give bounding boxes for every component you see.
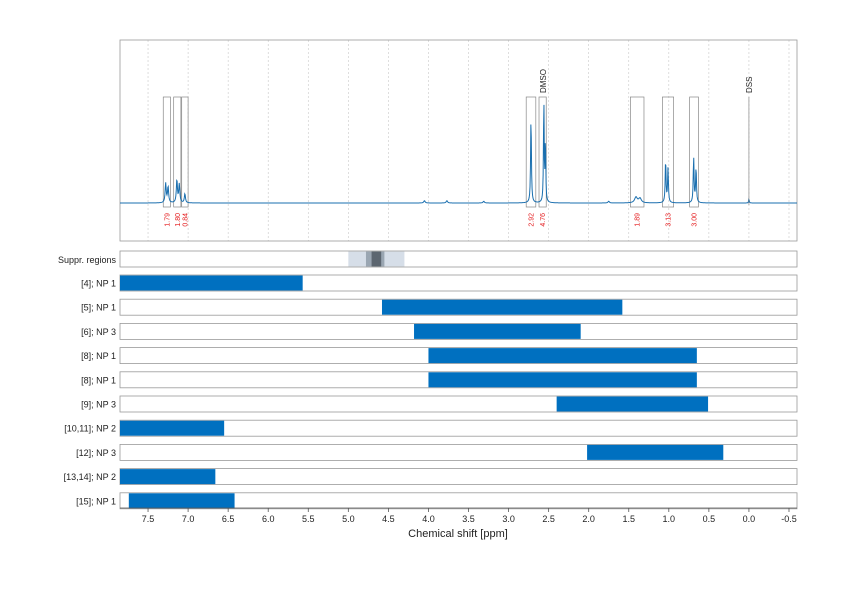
range-bar xyxy=(556,396,709,412)
reference-peak-labels: DMSO DSS xyxy=(539,69,754,205)
range-bar xyxy=(587,444,724,460)
peak-box xyxy=(525,96,537,208)
grid-lines xyxy=(147,40,790,241)
x-tick-label: 7.0 xyxy=(182,514,195,524)
peak-box xyxy=(662,96,674,208)
peak-box xyxy=(689,96,699,208)
x-tick-label: 2.0 xyxy=(582,514,595,524)
integral-labels: 1.79 1.80 0.84 2.92 4.76 1.89 3.13 3.00 xyxy=(164,213,698,227)
suppression-regions-row: Suppr. regions xyxy=(58,250,798,268)
range-row-label: [10,11]; NP 2 xyxy=(64,424,116,434)
range-row-frame xyxy=(119,468,798,486)
range-row-label: [9]; NP 3 xyxy=(81,400,116,410)
range-row-label: [13,14]; NP 2 xyxy=(64,472,116,482)
range-bar xyxy=(120,420,225,436)
x-tick-label: 0.0 xyxy=(743,514,756,524)
range-rows: [4]; NP 1 [5]; NP 1 [6]; NP 3 [8]; NP 1 [8];… xyxy=(64,274,798,510)
peak-integration-boxes xyxy=(162,96,699,208)
range-row-frame xyxy=(119,492,798,510)
x-tick-label: 6.5 xyxy=(222,514,235,524)
range-row-label: [8]; NP 1 xyxy=(81,351,116,361)
spectrum-panel-frame xyxy=(119,39,798,242)
x-tick-label: 0.5 xyxy=(703,514,716,524)
x-tick-label: 3.5 xyxy=(462,514,475,524)
x-tick-label: 7.5 xyxy=(142,514,155,524)
integral-label: 1.80 xyxy=(175,213,182,227)
reference-label: DMSO xyxy=(539,69,548,93)
range-bar xyxy=(414,323,581,339)
x-tick-label: 4.0 xyxy=(422,514,435,524)
peak-box xyxy=(630,96,645,208)
range-bar xyxy=(128,493,235,509)
range-row-label: [15]; NP 1 xyxy=(76,496,116,506)
x-tick-label: 6.0 xyxy=(262,514,275,524)
peak-box xyxy=(538,96,547,208)
peak-box xyxy=(173,96,182,208)
x-tick-label: 3.0 xyxy=(502,514,515,524)
suppression-regions-label: Suppr. regions xyxy=(58,255,117,265)
range-bar xyxy=(428,348,697,364)
suppression-band xyxy=(371,251,382,267)
range-row-label: [12]; NP 3 xyxy=(76,448,116,458)
integral-label: 0.84 xyxy=(182,213,189,227)
range-bar xyxy=(428,372,697,388)
range-row-label: [8]; NP 1 xyxy=(81,375,116,385)
x-tick-label: 1.5 xyxy=(622,514,635,524)
integral-label: 3.13 xyxy=(666,213,673,227)
x-tick-label: 5.0 xyxy=(342,514,355,524)
range-bar xyxy=(120,469,216,485)
integral-label: 2.92 xyxy=(529,213,536,227)
spectrum-line xyxy=(120,104,798,204)
x-axis: Chemical shift [ppm] 7.5 7.0 6.5 6.0 5.5 5.0 4… xyxy=(120,507,797,540)
integral-label: 4.76 xyxy=(540,213,547,227)
x-tick-label: 1.0 xyxy=(663,514,676,524)
range-bar xyxy=(120,275,303,291)
suppression-row-frame xyxy=(119,250,798,268)
x-tick-label: 2.5 xyxy=(542,514,555,524)
x-tick-label: -0.5 xyxy=(781,514,797,524)
x-axis-label: Chemical shift [ppm] xyxy=(408,528,508,540)
peak-box xyxy=(181,96,189,208)
range-bar xyxy=(381,299,623,315)
x-tick-label: 5.5 xyxy=(302,514,315,524)
range-row-label: [5]; NP 1 xyxy=(81,303,116,313)
peak-box xyxy=(162,96,171,208)
range-row-label: [6]; NP 3 xyxy=(81,327,116,337)
x-tick-label: 4.5 xyxy=(382,514,395,524)
range-row-label: [4]; NP 1 xyxy=(81,279,116,289)
integral-label: 3.00 xyxy=(692,213,699,227)
integral-label: 1.89 xyxy=(635,213,642,227)
reference-label: DSS xyxy=(745,77,754,93)
integral-label: 1.79 xyxy=(164,213,171,227)
